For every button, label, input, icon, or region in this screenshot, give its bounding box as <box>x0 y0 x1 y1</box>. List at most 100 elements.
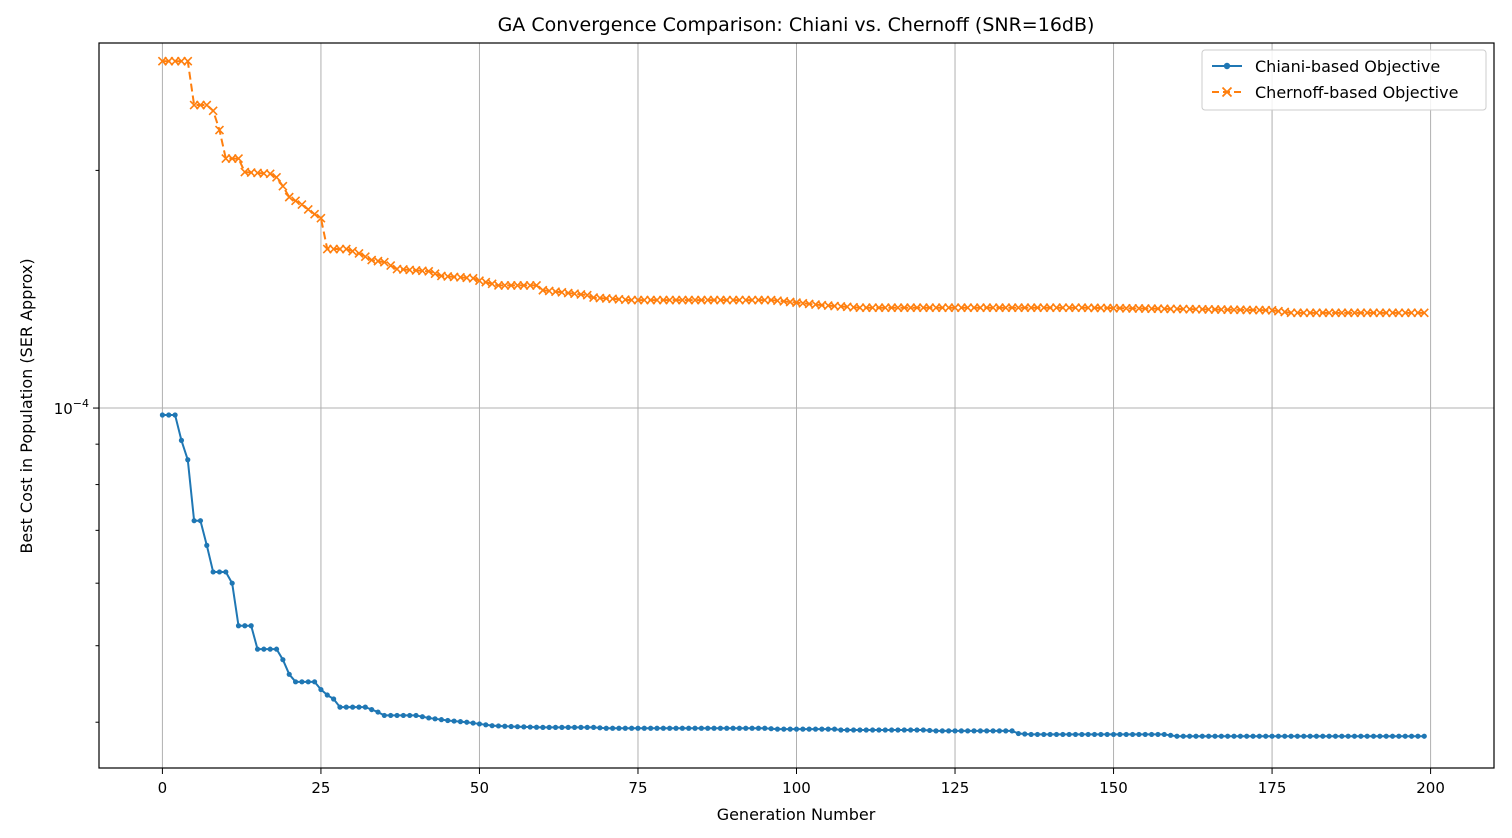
data-point <box>724 725 730 731</box>
data-point <box>762 725 768 731</box>
data-point <box>1079 731 1085 738</box>
data-point <box>648 725 654 731</box>
data-point <box>1288 733 1294 739</box>
data-point <box>1174 733 1180 739</box>
data-point <box>407 712 413 719</box>
data-point <box>793 726 800 732</box>
data-point <box>235 623 242 629</box>
data-point <box>673 725 679 731</box>
data-point <box>291 196 301 206</box>
data-point <box>914 727 920 733</box>
data-point <box>1377 733 1383 739</box>
data-point <box>451 718 457 724</box>
data-point <box>273 646 280 652</box>
data-point <box>582 290 592 300</box>
data-point <box>1212 733 1218 739</box>
data-point <box>1332 733 1339 739</box>
data-point <box>1237 733 1243 739</box>
data-point <box>1041 731 1047 738</box>
data-point <box>597 725 603 731</box>
data-point <box>1275 733 1282 739</box>
data-point <box>1339 733 1345 739</box>
data-point <box>1282 733 1288 739</box>
data-point <box>743 725 749 731</box>
data-point <box>1104 731 1110 738</box>
x-tick-label: 150 <box>1099 779 1128 797</box>
data-point <box>248 623 254 629</box>
data-point <box>584 724 590 730</box>
data-point <box>1419 308 1429 318</box>
data-point <box>197 518 204 524</box>
data-point <box>426 715 432 721</box>
data-point <box>698 725 704 731</box>
data-point <box>971 728 977 734</box>
data-point <box>559 724 565 730</box>
data-point <box>362 704 368 710</box>
data-point <box>1180 733 1186 739</box>
data-point <box>278 181 288 191</box>
data-point <box>679 725 685 731</box>
data-point <box>812 726 819 732</box>
data-point <box>430 269 440 279</box>
data-point <box>1320 733 1326 739</box>
data-point <box>1187 733 1193 739</box>
data-point <box>476 721 483 727</box>
data-point <box>958 728 964 734</box>
data-point <box>1364 733 1370 739</box>
data-point <box>438 717 445 723</box>
data-point <box>1003 728 1009 734</box>
data-point <box>768 726 774 732</box>
data-point <box>265 169 275 179</box>
data-point <box>705 725 711 731</box>
data-point <box>191 518 197 524</box>
data-point <box>590 724 597 730</box>
data-point <box>800 726 806 732</box>
data-point <box>1060 731 1066 738</box>
data-point <box>857 727 863 733</box>
data-point <box>1206 733 1212 739</box>
data-point <box>616 725 622 731</box>
data-point <box>946 728 952 734</box>
y-tick-label: 10−4 <box>54 397 89 418</box>
data-point <box>394 712 400 719</box>
data-point <box>895 727 901 733</box>
data-point <box>977 728 983 734</box>
data-point <box>531 280 542 290</box>
data-point <box>1244 733 1250 739</box>
data-point <box>375 709 381 715</box>
data-point <box>990 728 996 734</box>
data-point <box>261 646 267 652</box>
x-tick-label: 75 <box>628 779 647 797</box>
data-point <box>166 412 172 418</box>
data-point <box>1383 733 1389 739</box>
data-point <box>984 728 990 734</box>
data-point <box>1415 733 1421 739</box>
data-point <box>920 727 926 733</box>
data-point <box>844 727 850 733</box>
data-point <box>565 724 571 730</box>
data-point <box>806 726 812 732</box>
data-point <box>533 724 540 730</box>
x-tick-label: 100 <box>782 779 811 797</box>
data-point <box>952 728 958 734</box>
data-point <box>360 252 370 262</box>
data-point <box>869 727 876 733</box>
data-point <box>514 724 521 730</box>
data-point <box>331 696 337 702</box>
data-point <box>356 704 362 710</box>
data-point <box>1110 731 1117 738</box>
data-point <box>876 727 882 733</box>
data-point <box>379 257 389 267</box>
data-point <box>502 723 508 729</box>
data-point <box>1117 731 1123 738</box>
data-point <box>424 266 434 276</box>
data-point <box>1123 731 1129 738</box>
data-point <box>297 200 307 210</box>
data-point <box>622 725 628 731</box>
data-point <box>223 569 229 575</box>
series-line-chiani <box>162 413 1425 738</box>
data-point <box>208 106 218 116</box>
data-point <box>965 728 971 734</box>
data-point <box>419 714 425 720</box>
